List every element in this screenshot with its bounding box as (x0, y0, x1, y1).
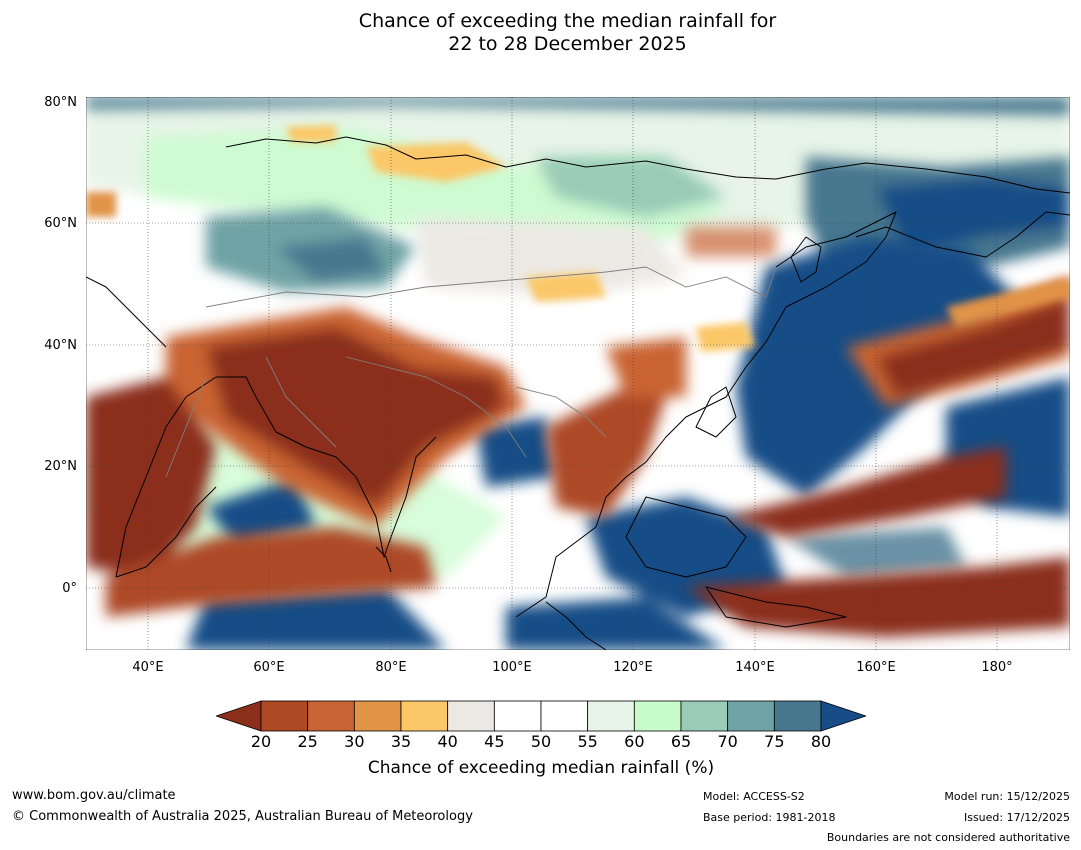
website-link[interactable]: www.bom.gov.au/climate (12, 788, 176, 803)
lat-label-40n: 40°N (44, 338, 77, 353)
colorbar-tick-label: 65 (670, 732, 692, 751)
probability-field-orange (86, 125, 1070, 352)
colorbar-extend-low (216, 700, 262, 732)
boundaries-disclaimer: Boundaries are not considered authoritat… (826, 831, 1070, 844)
colorbar-tick-label: 60 (624, 732, 645, 751)
colorbar-tick-label: 45 (484, 732, 505, 751)
colorbar-label: Chance of exceeding median rainfall (%) (367, 758, 715, 778)
colorbar-bin (727, 700, 775, 732)
issued-date: Issued: 17/12/2025 (963, 811, 1070, 824)
lon-label-140e: 140°E (735, 660, 775, 675)
graticule (86, 97, 1070, 650)
colorbar-tick-label: 35 (390, 732, 412, 751)
colorbar-tick-label: 55 (577, 732, 598, 751)
country-borders (165, 266, 777, 478)
model-run-date: Model run: 15/12/2025 (944, 790, 1070, 803)
colorbar-tick-label: 50 (530, 732, 552, 751)
colorbar-bin (307, 700, 355, 732)
lat-label-60n: 60°N (44, 216, 77, 231)
colorbar-bin (633, 700, 682, 732)
colorbar-bin (400, 700, 449, 732)
title-line-1: Chance of exceeding the median rainfall … (358, 10, 777, 32)
colorbar-bin (353, 700, 402, 732)
base-period: Base period: 1981-2018 (703, 811, 836, 824)
lat-label-0: 0° (62, 581, 77, 596)
lat-label-20n: 20°N (44, 459, 77, 474)
lon-label-100e: 100°E (492, 660, 532, 675)
lat-label-80n: 80°N (44, 95, 77, 110)
colorbar-bin (540, 700, 589, 732)
lon-label-40e: 40°E (132, 660, 164, 675)
probability-field-dry (86, 227, 1070, 637)
colorbar-tick-label: 40 (437, 732, 458, 751)
rainfall-probability-map (86, 97, 1070, 650)
probability-field-wet-north (86, 97, 1070, 297)
colorbar-tick-label: 75 (764, 732, 785, 751)
lon-label-120e: 120°E (613, 660, 653, 675)
colorbar-tick-label: 30 (344, 732, 365, 751)
map-title: Chance of exceeding the median rainfall … (0, 10, 1081, 56)
colorbar-tick-label: 25 (297, 732, 318, 751)
colorbar-bin (773, 700, 822, 732)
colorbar-extend-high (820, 700, 866, 732)
lon-label-180: 180° (981, 660, 1013, 675)
colorbar (216, 700, 866, 732)
title-line-2: 22 to 28 December 2025 (448, 33, 687, 55)
colorbar-tick-label: 20 (250, 732, 272, 751)
colorbar-tick-label: 70 (717, 732, 738, 751)
colorbar-bin (680, 700, 729, 732)
lon-label-160e: 160°E (856, 660, 896, 675)
coastlines (86, 136, 1070, 650)
copyright-text: © Commonwealth of Australia 2025, Austra… (12, 809, 473, 824)
colorbar-bin (493, 700, 542, 732)
colorbar-bin (587, 700, 635, 732)
colorbar-bin (447, 700, 495, 732)
colorbar-tick-label: 80 (810, 732, 832, 751)
lon-label-80e: 80°E (375, 660, 407, 675)
colorbar-bin (260, 700, 309, 732)
lon-label-60e: 60°E (253, 660, 285, 675)
model-name: Model: ACCESS-S2 (703, 790, 805, 803)
